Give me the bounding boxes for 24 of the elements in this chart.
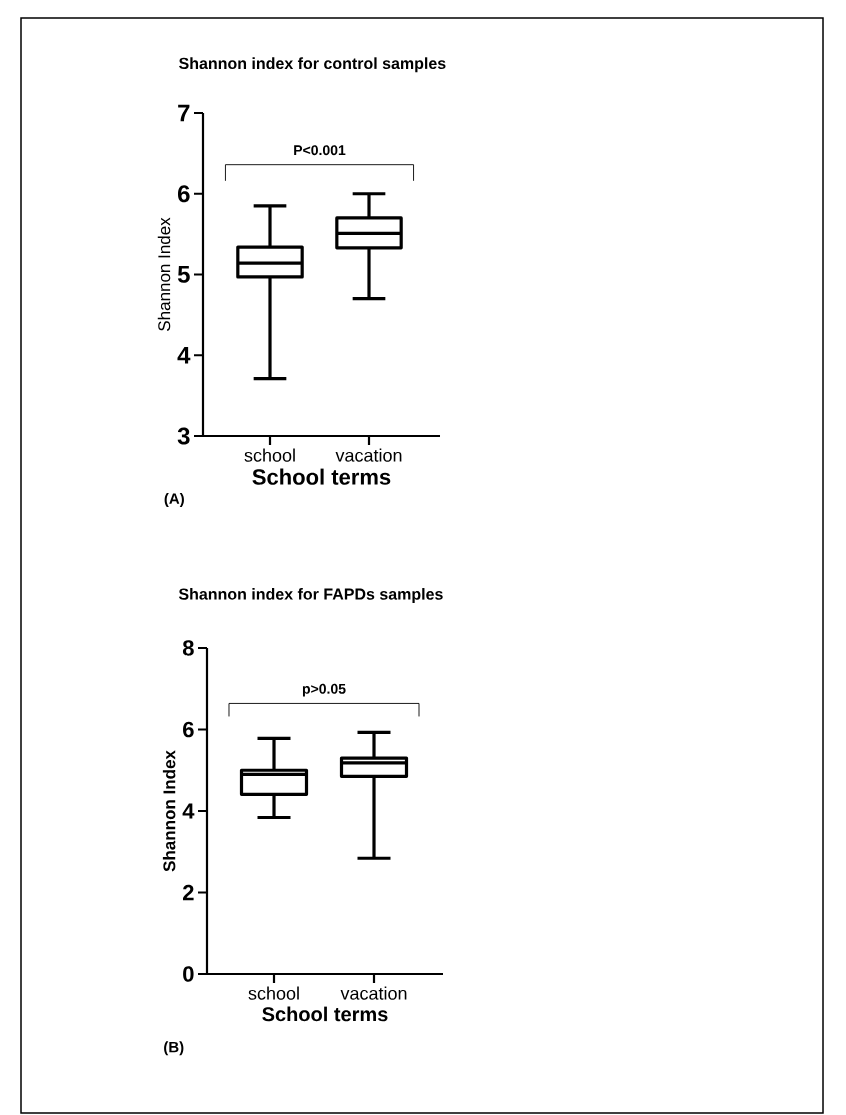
y-tick-label: 4 xyxy=(177,346,191,364)
x-tick-label: school xyxy=(248,986,299,1000)
annotation: P<0.001 xyxy=(294,145,346,156)
x-axis-title: School terms xyxy=(262,1006,388,1022)
y-tick-label: 3 xyxy=(177,427,190,445)
annotation: p>0.05 xyxy=(302,683,346,697)
x-tick-label: vacation xyxy=(340,986,407,1000)
y-tick-label: 2 xyxy=(183,884,194,901)
y-tick-label: 4 xyxy=(182,803,195,819)
x-tick-label: vacation xyxy=(335,448,402,462)
y-tick-label: 6 xyxy=(183,721,194,738)
y-tick-label: 0 xyxy=(183,966,194,982)
y-tick-label: 7 xyxy=(178,104,190,122)
y-tick-label: 6 xyxy=(178,185,190,203)
y-tick-label: 8 xyxy=(182,640,194,656)
text: (A) xyxy=(164,492,184,507)
x-axis-title: School terms xyxy=(252,468,391,485)
chart-title: Shannon index for FAPDs samples xyxy=(178,588,443,603)
y-axis-title: Shannon Index xyxy=(157,217,171,331)
text: (B) xyxy=(164,1041,184,1056)
chart-title: Shannon index for control samples xyxy=(179,57,446,73)
x-tick-label: school xyxy=(244,448,295,462)
y-tick-label: 5 xyxy=(177,266,190,283)
y-axis-title: Shannon Index xyxy=(162,750,176,872)
